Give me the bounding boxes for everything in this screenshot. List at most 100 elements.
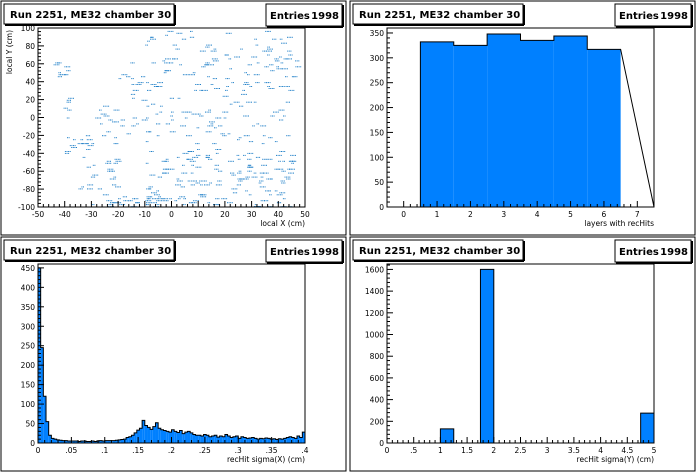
scatter-point [238, 172, 240, 174]
scatter-point [99, 109, 100, 111]
scatter-point [174, 200, 176, 202]
scatter-point [180, 125, 182, 127]
scatter-point [190, 172, 192, 174]
scatter-point [58, 62, 60, 64]
scatter-point [259, 186, 261, 188]
scatter-point [69, 145, 71, 147]
scatter-point [58, 64, 60, 66]
scatter-point [243, 84, 245, 85]
x-tick-label: 5 [568, 210, 573, 219]
scatter-point [160, 82, 162, 84]
scatter-point [259, 156, 261, 158]
histogram-bar [158, 428, 161, 443]
scatter-point [208, 156, 210, 158]
scatter-point [130, 200, 131, 202]
scatter-point [120, 202, 122, 204]
scatter-point [132, 97, 134, 99]
scatter-point [255, 82, 257, 84]
chart-title: Run 2251, ME32 chamber 30 [359, 246, 520, 257]
scatter-point [287, 178, 289, 180]
scatter-point [107, 162, 108, 164]
scatter-point [183, 38, 185, 40]
scatter-point [168, 70, 170, 72]
scatter-point [204, 184, 205, 186]
scatter-point [132, 198, 134, 200]
scatter-point [292, 160, 294, 162]
scatter-point [196, 143, 198, 145]
scatter-point [273, 111, 274, 113]
scatter-point [193, 164, 194, 166]
scatter-point [151, 198, 153, 200]
scatter-point [244, 89, 245, 91]
scatter-point [124, 204, 126, 206]
scatter-point [157, 123, 159, 125]
scatter-point [161, 160, 163, 162]
scatter-point [262, 164, 264, 166]
scatter-point [105, 162, 107, 164]
y-tick-label: 800 [370, 352, 385, 361]
scatter-point [192, 156, 194, 158]
scatter-point [164, 160, 166, 162]
scatter-point [252, 56, 254, 58]
scatter-point [118, 109, 120, 111]
scatter-point [124, 74, 126, 76]
scatter-point [67, 74, 69, 76]
scatter-point [284, 42, 286, 44]
scatter-point [264, 50, 265, 52]
scatter-point [285, 86, 287, 87]
scatter-point [162, 198, 164, 200]
y-tick-label: -60 [23, 167, 35, 176]
scatter-point [298, 60, 300, 62]
scatter-point [231, 160, 233, 162]
scatter-point [74, 145, 76, 147]
scatter-point [247, 152, 249, 154]
y-tick-label: 60 [25, 60, 35, 69]
scatter-point [95, 174, 97, 176]
scatter-point [199, 154, 201, 156]
scatter-point [107, 168, 109, 170]
scatter-point [133, 97, 135, 99]
scatter-point [68, 117, 70, 119]
scatter-point [241, 180, 243, 182]
scatter-point [252, 141, 254, 143]
scatter-point [262, 158, 264, 160]
scatter-point [212, 125, 214, 127]
scatter-point [217, 149, 218, 150]
scatter-point [280, 202, 282, 204]
scatter-point [240, 178, 241, 180]
scatter-point [167, 158, 169, 160]
histogram-bar [232, 436, 236, 443]
scatter-point [282, 62, 284, 64]
scatter-point [266, 30, 268, 32]
scatter-point [76, 147, 77, 148]
scatter-point [149, 202, 151, 204]
scatter-point [181, 180, 183, 182]
scatter-point [146, 198, 148, 200]
scatter-point [170, 30, 172, 32]
stats-label: Entries [619, 11, 659, 22]
scatter-point [234, 56, 236, 58]
histogram-bar [480, 269, 494, 443]
scatter-point [222, 135, 224, 137]
stats-value: 1998 [311, 247, 339, 258]
scatter-point [213, 64, 214, 66]
scatter-point [217, 204, 219, 206]
scatter-point [165, 70, 167, 72]
scatter-point [200, 166, 202, 168]
scatter-point [123, 200, 125, 202]
histogram-outline [37, 267, 306, 443]
scatter-point [238, 154, 240, 156]
scatter-point [227, 86, 229, 87]
histogram-bar [62, 440, 65, 443]
scatter-point [66, 99, 68, 101]
scatter-point [227, 32, 229, 34]
scatter-point [216, 78, 217, 80]
scatter-point [148, 200, 150, 202]
scatter-point [66, 70, 68, 72]
scatter-point [158, 135, 160, 137]
scatter-point [119, 158, 121, 160]
scatter-point [289, 101, 290, 103]
scatter-point [118, 78, 120, 80]
scatter-point [207, 76, 209, 78]
